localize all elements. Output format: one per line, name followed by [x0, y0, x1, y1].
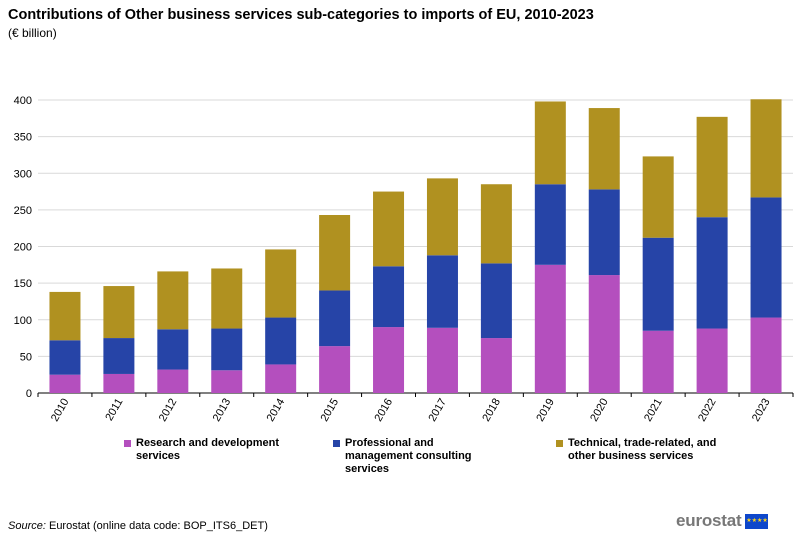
- bar-segment-research: [103, 373, 135, 393]
- x-tick-label: 2020: [588, 397, 611, 424]
- chart-title: Contributions of Other business services…: [8, 7, 594, 23]
- bar-segment-research: [750, 317, 782, 393]
- x-tick-label: 2018: [480, 396, 503, 423]
- x-tick-label: 2011: [103, 397, 125, 423]
- legend-swatch-consulting: [333, 440, 340, 447]
- x-tick-label: 2016: [372, 397, 395, 424]
- bar-segment-consulting: [265, 317, 297, 365]
- bar-segment-technical: [696, 116, 728, 218]
- x-tick-label: 2010: [49, 397, 72, 424]
- bar-segment-consulting: [157, 329, 189, 370]
- chart-legend: Research and development services Profes…: [0, 437, 800, 475]
- legend-swatch-technical: [556, 440, 563, 447]
- bar-segment-research: [49, 374, 81, 393]
- y-tick-label: 200: [14, 242, 32, 254]
- bar-segment-technical: [373, 191, 405, 267]
- bar-segment-consulting: [49, 340, 81, 375]
- bar-segment-consulting: [319, 290, 351, 347]
- x-tick-label: 2019: [534, 397, 557, 424]
- bar-segment-consulting: [588, 189, 620, 276]
- bar-segment-consulting: [373, 266, 405, 328]
- bar-segment-research: [642, 330, 674, 393]
- bar-segment-technical: [157, 271, 189, 330]
- bar-segment-technical: [588, 108, 620, 190]
- source-text: Eurostat (online data code: BOP_ITS6_DET…: [45, 520, 268, 532]
- legend-label-research: Research and development services: [136, 437, 280, 462]
- bar-segment-technical: [211, 268, 243, 329]
- legend-swatch-research: [124, 440, 131, 447]
- bar-segment-technical: [750, 99, 782, 198]
- x-tick-label: 2022: [696, 397, 719, 424]
- bar-segment-research: [426, 327, 458, 393]
- bar-segment-research: [265, 364, 297, 393]
- bar-segment-research: [588, 275, 620, 393]
- bar-segment-research: [480, 338, 512, 393]
- y-tick-label: 50: [20, 351, 32, 363]
- bar-segment-consulting: [480, 263, 512, 339]
- legend-item-technical: Technical, trade-related, and other busi…: [556, 437, 718, 463]
- x-tick-label: 2017: [426, 397, 449, 424]
- bar-segment-consulting: [211, 328, 243, 371]
- legend-label-consulting: Professional and management consulting s…: [345, 437, 472, 475]
- x-tick-label: 2012: [157, 397, 180, 424]
- y-tick-label: 350: [14, 132, 32, 144]
- eu-flag-icon: ★★★★: [745, 513, 769, 529]
- y-tick-label: 100: [14, 315, 32, 327]
- legend-item-research: Research and development services: [124, 437, 286, 463]
- legend-label-technical: Technical, trade-related, and other busi…: [568, 437, 717, 462]
- x-tick-label: 2013: [211, 397, 234, 424]
- bar-segment-technical: [103, 286, 135, 339]
- bar-segment-consulting: [426, 255, 458, 328]
- x-tick-label: 2014: [265, 397, 288, 424]
- bar-segment-consulting: [642, 237, 674, 331]
- y-tick-label: 0: [26, 388, 32, 400]
- bar-segment-technical: [49, 291, 81, 341]
- bar-segment-research: [373, 327, 405, 393]
- chart-subtitle: (€ billion): [8, 26, 57, 40]
- y-tick-label: 400: [14, 95, 32, 107]
- bar-segment-consulting: [696, 217, 728, 329]
- eurostat-logo: eurostat ★★★★: [676, 511, 769, 531]
- bar-segment-research: [157, 369, 189, 393]
- bar-segment-research: [319, 346, 351, 393]
- bar-segment-technical: [426, 178, 458, 256]
- bar-segment-technical: [480, 184, 512, 264]
- bar-segment-consulting: [750, 197, 782, 318]
- logo-text: eurostat: [676, 511, 742, 530]
- y-tick-label: 300: [14, 168, 32, 180]
- x-tick-label: 2021: [642, 397, 665, 424]
- y-tick-label: 250: [14, 205, 32, 217]
- x-tick-label: 2023: [750, 397, 773, 424]
- bar-segment-research: [534, 264, 566, 393]
- bar-segment-technical: [642, 156, 674, 238]
- bar-segment-research: [696, 328, 728, 393]
- y-tick-label: 150: [14, 278, 32, 290]
- source-note: Source: Eurostat (online data code: BOP_…: [8, 520, 268, 532]
- bar-segment-technical: [534, 101, 566, 185]
- bar-segment-technical: [319, 215, 351, 291]
- bar-segment-technical: [265, 249, 297, 318]
- bar-segment-consulting: [103, 338, 135, 374]
- bar-segment-research: [211, 370, 243, 393]
- source-label: Source:: [8, 520, 46, 532]
- bar-segment-consulting: [534, 184, 566, 265]
- x-tick-label: 2015: [319, 397, 342, 424]
- legend-item-consulting: Professional and management consulting s…: [333, 437, 495, 476]
